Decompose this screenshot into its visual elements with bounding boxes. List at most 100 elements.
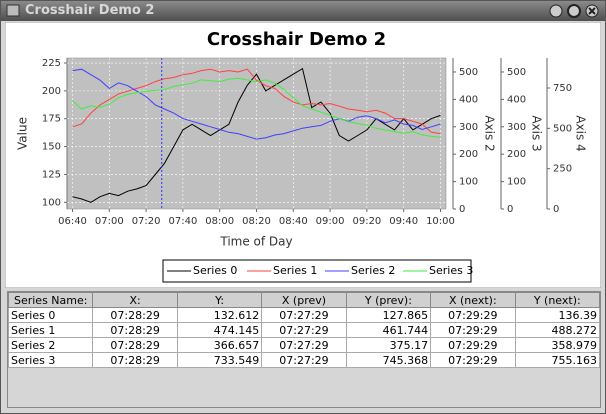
table-cell: 358.979 — [514, 337, 601, 353]
x-tick-label: 10:00 — [426, 216, 455, 227]
column-header: Y (next): — [514, 292, 601, 308]
table-cell: 07:29:29 — [430, 337, 516, 353]
table-cell: 366.657 — [176, 337, 263, 353]
legend: Series 0 Series 1 Series 2 Series 3 — [162, 259, 473, 283]
table-cell: 745.368 — [345, 352, 432, 368]
table-cell: Series 0 — [7, 307, 94, 323]
maximize-button[interactable] — [567, 4, 581, 18]
legend-label: Series 2 — [351, 264, 395, 277]
table-cell: 07:27:29 — [261, 307, 347, 323]
table-row: Series 0 07:28:29 132.612 07:27:29 127.865 07… — [7, 307, 601, 323]
table-cell: 07:29:29 — [430, 352, 516, 368]
table-cell: 07:28:29 — [92, 337, 178, 353]
table-row: Series 3 07:28:29 733.549 07:27:29 745.368 07… — [7, 352, 601, 368]
table-cell: 136.39 — [514, 307, 601, 323]
y3-tick-label: 400 — [507, 94, 526, 105]
table-cell: 474.145 — [176, 322, 263, 338]
x-tick-label: 09:40 — [389, 216, 418, 227]
table-cell: 488.272 — [514, 322, 601, 338]
y3-tick-label: 500 — [507, 67, 526, 78]
table-cell: Series 3 — [7, 352, 94, 368]
y-tick-label: 175 — [42, 114, 61, 125]
column-header: Series Name: — [7, 292, 94, 308]
y-tick-label: 125 — [42, 169, 61, 180]
column-header: X: — [92, 292, 178, 308]
legend-box — [162, 259, 472, 283]
y2-tick-label: 500 — [459, 67, 478, 78]
x-tick-label: 07:00 — [95, 216, 124, 227]
table-cell: 07:29:29 — [430, 322, 516, 338]
table-cell: 132.612 — [176, 307, 263, 323]
table-row: Series 1 07:28:29 474.145 07:27:29 461.744 07… — [7, 322, 601, 338]
table-cell: Series 1 — [7, 322, 94, 338]
y4-axis-label: Axis 4 — [574, 115, 588, 151]
y4-tick-label: 0 — [553, 204, 559, 215]
header-row: Series Name: X: Y: X (prev) Y (prev): X (next… — [7, 292, 601, 308]
y2-axis-label: Axis 2 — [483, 115, 497, 151]
table-cell: 07:27:29 — [261, 322, 347, 338]
minimize-button[interactable] — [549, 4, 563, 18]
plot-border — [66, 57, 447, 210]
table-cell: 07:27:29 — [261, 352, 347, 368]
y-tick-label: 200 — [42, 86, 61, 97]
column-header: X (next): — [430, 292, 516, 308]
table: Series Name: X: Y: X (prev) Y (prev): X (next… — [7, 292, 601, 368]
y-tick-label: 100 — [42, 197, 61, 208]
data-table: Series Name: X: Y: X (prev) Y (prev): X (next… — [7, 291, 601, 408]
legend-label: Series 3 — [429, 264, 473, 277]
table-cell: Series 2 — [7, 337, 94, 353]
x-tick-label: 09:20 — [352, 216, 381, 227]
table-cell: 07:29:29 — [430, 307, 516, 323]
y2-tick-label: 0 — [459, 204, 465, 215]
legend-label: Series 0 — [193, 264, 237, 277]
y-tick-label: 150 — [42, 142, 61, 153]
y-tick-label: 225 — [42, 58, 61, 69]
table-cell: 127.865 — [345, 307, 432, 323]
x-tick-label: 08:20 — [242, 216, 271, 227]
x-tick-label: 07:40 — [168, 216, 197, 227]
y4-tick-label: 250 — [553, 164, 572, 175]
y2-tick-label: 400 — [459, 94, 478, 105]
table-row: Series 2 07:28:29 366.657 07:27:29 375.17 07:… — [7, 337, 601, 353]
chart: Crosshair Demo 2 06:40 07:00 07:20 07:40 08:0… — [5, 22, 601, 288]
chart-title: Crosshair Demo 2 — [207, 29, 386, 50]
y2-tick-label: 200 — [459, 149, 478, 160]
y2-tick-label: 100 — [459, 177, 478, 188]
window-title: Crosshair Demo 2 — [25, 3, 155, 18]
table-cell: 07:28:29 — [92, 322, 178, 338]
y4-tick-label: 500 — [553, 123, 572, 134]
y3-tick-label: 0 — [507, 204, 513, 215]
x-tick-label: 09:00 — [316, 216, 345, 227]
x-tick-label: 06:40 — [58, 216, 87, 227]
table-cell: 755.163 — [514, 352, 601, 368]
table-cell: 07:28:29 — [92, 307, 178, 323]
window-buttons[interactable] — [547, 1, 603, 21]
table-cell: 375.17 — [345, 337, 432, 353]
table-cell: 461.744 — [345, 322, 432, 338]
y3-axis-label: Axis 3 — [530, 115, 544, 151]
x-axis-label: Time of Day — [219, 235, 292, 249]
series-line — [72, 77, 441, 138]
y3-tick-label: 100 — [507, 177, 526, 188]
y3-tick-label: 300 — [507, 122, 526, 133]
y2-tick-label: 300 — [459, 122, 478, 133]
column-header: Y: — [176, 292, 263, 308]
series-line — [72, 67, 441, 203]
column-header: X (prev) — [261, 292, 347, 308]
title-bar: Crosshair Demo 2 — [1, 1, 605, 21]
x-tick-label: 08:40 — [279, 216, 308, 227]
legend-label: Series 1 — [273, 264, 317, 277]
y3-tick-label: 200 — [507, 149, 526, 160]
y-axis-label: Value — [16, 117, 30, 150]
table-cell: 07:27:29 — [261, 337, 347, 353]
window-icon — [6, 4, 20, 17]
table-cell: 07:28:29 — [92, 352, 178, 368]
x-tick-label: 08:00 — [205, 216, 234, 227]
x-tick-label: 07:20 — [132, 216, 161, 227]
table-cell: 733.549 — [176, 352, 263, 368]
y4-tick-label: 750 — [553, 83, 572, 94]
series-line — [72, 68, 441, 140]
